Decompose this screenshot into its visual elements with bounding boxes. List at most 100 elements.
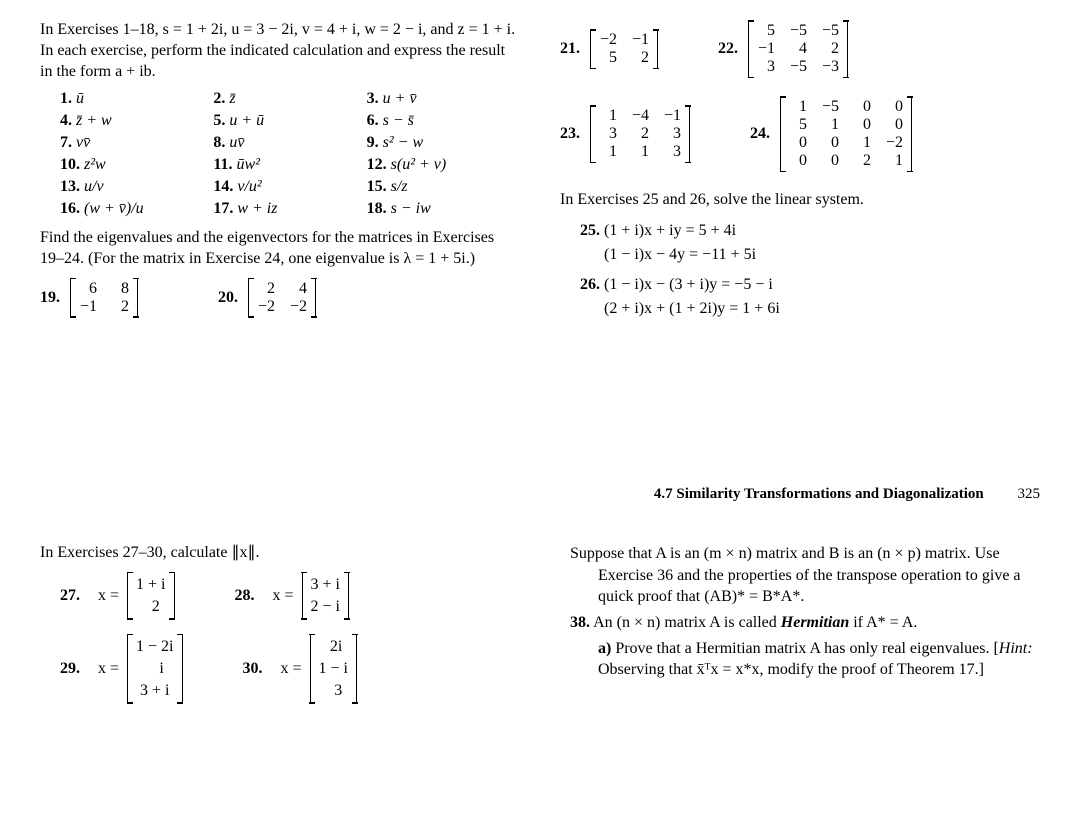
exercise-number: 12. xyxy=(367,156,391,173)
matrix-cell: 0 xyxy=(789,134,807,152)
matrix-cell: 1 xyxy=(885,152,903,170)
exercise-expression: uv̄ xyxy=(229,134,244,151)
problem-text: Suppose that A is an (m × n) matrix and … xyxy=(570,545,1021,605)
exercise-item: 11. ūw² xyxy=(213,156,366,174)
matrix-cell: 0 xyxy=(853,116,871,134)
instructions-norm: In Exercises 27–30, calculate ∥x∥. xyxy=(40,543,510,564)
problem-text: Observing that x̄ᵀx = x*x, modify the pr… xyxy=(598,661,984,678)
exercise-22: 22. 5−5−5−1423−5−3 xyxy=(718,20,848,78)
matrix-cell: −1 xyxy=(663,107,681,125)
matrix-cell: 1 − 2i xyxy=(136,638,173,656)
term: Hermitian xyxy=(781,614,849,631)
matrix-cell: 5 xyxy=(757,22,775,40)
exercise-21: 21. −2−152 xyxy=(560,20,658,78)
exercise-number: 14. xyxy=(213,178,237,195)
exercise-expression: v/u² xyxy=(237,178,261,195)
exercise-number: 22. xyxy=(718,40,738,58)
exercise-number: 11. xyxy=(213,156,236,173)
exercise-26: 26. (1 − i)x − (3 + i)y = −5 − i (2 + i)… xyxy=(580,273,1040,321)
exercise-expression: u + ū xyxy=(229,112,264,129)
instructions-eigen: Find the eigenvalues and the eigenvector… xyxy=(40,228,520,270)
vector-label: x = xyxy=(281,660,302,678)
exercise-number: 3. xyxy=(367,90,383,107)
matrix-cell: 2 xyxy=(631,49,649,67)
exercise-item: 1. ū xyxy=(60,90,213,108)
exercise-number: 1. xyxy=(60,90,76,107)
vector-label: x = xyxy=(98,660,119,678)
equation-line: (2 + i)x + (1 + 2i)y = 1 + 6i xyxy=(604,300,780,317)
matrix-cell: 2 xyxy=(821,40,839,58)
exercise-number: 9. xyxy=(367,134,383,151)
matrix-cell: −4 xyxy=(631,107,649,125)
exercise-item: 18. s − iw xyxy=(367,200,520,218)
exercise-expression: s² − w xyxy=(383,134,424,151)
matrix-cell: 1 + i xyxy=(136,576,165,594)
matrix-cell: 2 − i xyxy=(311,598,340,616)
matrix-cell: 1 xyxy=(599,143,617,161)
matrix-cell: 2 xyxy=(111,298,129,316)
matrix-cell: −5 xyxy=(789,22,807,40)
matrix-cell: 2i xyxy=(324,638,342,656)
matrix-cell: −1 xyxy=(79,298,97,316)
exercise-number: 23. xyxy=(560,125,580,143)
exercise-number: 4. xyxy=(60,112,76,129)
exercise-number: 26. xyxy=(580,276,600,293)
exercise-expression: u + v̄ xyxy=(383,90,417,107)
exercise-number: 28. xyxy=(235,587,265,605)
problem-text: An (n × n) matrix A is called xyxy=(593,614,781,631)
instructions-1-18: In Exercises 1–18, s = 1 + 2i, u = 3 − 2… xyxy=(40,20,520,82)
problem-38a: a) Prove that a Hermitian matrix A has o… xyxy=(598,638,1040,681)
matrix-cell: 0 xyxy=(821,152,839,170)
exercise-item: 5. u + ū xyxy=(213,112,366,130)
matrix-cell: i xyxy=(146,660,164,678)
matrix-cell: 0 xyxy=(885,116,903,134)
matrix-cell: 4 xyxy=(289,280,307,298)
exercise-30: 30. x = 2i 1 − i 3 xyxy=(243,634,358,704)
matrix-cell: −3 xyxy=(821,58,839,76)
exercise-expression: z̄ + w xyxy=(76,112,112,129)
matrix-cell: −2 xyxy=(885,134,903,152)
exercise-number: 20. xyxy=(218,289,238,307)
matrix-cell: 2 xyxy=(142,598,160,616)
exercise-item: 2. z̄ xyxy=(213,90,366,108)
exercise-number: 30. xyxy=(243,660,273,678)
matrix-cell: 1 xyxy=(631,143,649,161)
exercise-number: 5. xyxy=(213,112,229,129)
exercise-number: 24. xyxy=(750,125,770,143)
hint-label: Hint: xyxy=(999,640,1033,657)
matrix-cell: 3 xyxy=(324,682,342,700)
exercise-number: 17. xyxy=(213,200,237,217)
matrix-cell: −1 xyxy=(631,31,649,49)
matrix-cell: −5 xyxy=(821,98,839,116)
exercise-number: 25. xyxy=(580,222,600,239)
matrix-cell: 3 + i xyxy=(311,576,340,594)
matrix-cell: 3 xyxy=(599,125,617,143)
section-header: 4.7 Similarity Transformations and Diago… xyxy=(40,486,1040,503)
matrix-cell: 1 xyxy=(789,98,807,116)
exercise-24: 24. 1−5005100001−20021 xyxy=(750,96,912,172)
exercise-number: 19. xyxy=(40,289,60,307)
matrix-cell: −1 xyxy=(757,40,775,58)
exercise-number: 29. xyxy=(60,660,90,678)
exercise-item: 13. u/v xyxy=(60,178,213,196)
subpart-label: a) xyxy=(598,640,611,657)
matrix-cell: −2 xyxy=(599,31,617,49)
matrix-cell: 1 xyxy=(599,107,617,125)
page-number: 325 xyxy=(1018,486,1041,502)
exercise-number: 13. xyxy=(60,178,84,195)
exercise-grid-1-18: 1. ū2. z̄3. u + v̄4. z̄ + w5. u + ū6. s … xyxy=(60,90,520,218)
exercise-expression: s(u² + v) xyxy=(391,156,447,173)
exercise-number: 15. xyxy=(367,178,391,195)
instructions-solve: In Exercises 25 and 26, solve the linear… xyxy=(560,190,1040,211)
matrix-cell: −2 xyxy=(257,298,275,316)
exercise-expression: ūw² xyxy=(236,156,259,173)
exercise-item: 12. s(u² + v) xyxy=(367,156,520,174)
problem-38: 38. An (n × n) matrix A is called Hermit… xyxy=(570,614,1040,681)
equation-line: (1 + i)x + iy = 5 + 4i xyxy=(604,222,736,239)
matrix-cell: 8 xyxy=(111,280,129,298)
exercise-number: 7. xyxy=(60,134,76,151)
matrix-cell: 3 xyxy=(757,58,775,76)
matrix-cell: 1 − i xyxy=(319,660,348,678)
exercise-item: 4. z̄ + w xyxy=(60,112,213,130)
vector-label: x = xyxy=(98,587,119,605)
